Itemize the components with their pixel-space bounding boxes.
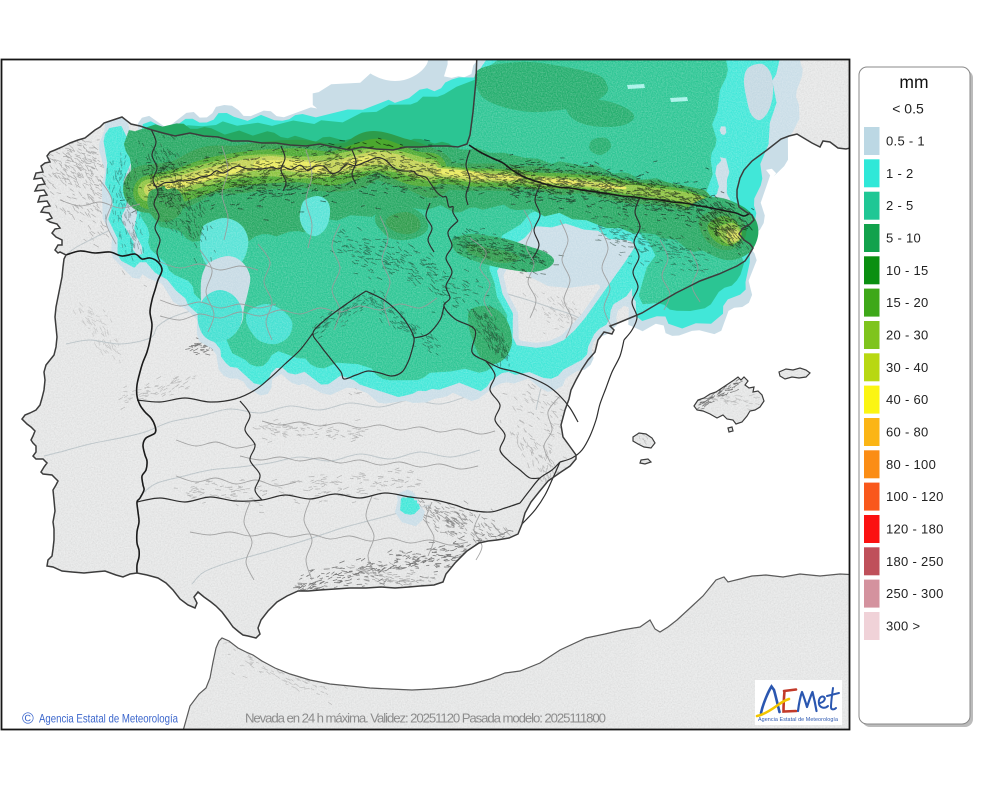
svg-text:©: ©: [22, 711, 34, 728]
svg-text:0.5 - 1: 0.5 - 1: [886, 134, 925, 149]
svg-text:20 - 30: 20 - 30: [886, 328, 929, 343]
svg-text:40 - 60: 40 - 60: [886, 392, 929, 407]
svg-text:1 - 2: 1 - 2: [886, 166, 914, 181]
svg-text:10 - 15: 10 - 15: [886, 263, 929, 278]
svg-text:120 - 180: 120 - 180: [886, 522, 944, 537]
svg-text:Agencia Estatal de Meteorologí: Agencia Estatal de Meteorología: [39, 712, 178, 726]
svg-text:180 - 250: 180 - 250: [886, 554, 944, 569]
svg-text:Nevada en 24 h máxima. Validez: Nevada en 24 h máxima. Validez: 20251120…: [245, 711, 606, 726]
svg-text:< 0.5: < 0.5: [892, 101, 924, 117]
svg-text:300 >: 300 >: [886, 619, 920, 634]
svg-text:60 - 80: 60 - 80: [886, 425, 929, 440]
svg-text:15 - 20: 15 - 20: [886, 295, 929, 310]
svg-text:100 - 120: 100 - 120: [886, 489, 944, 504]
svg-text:5 - 10: 5 - 10: [886, 231, 921, 246]
svg-text:30 - 40: 30 - 40: [886, 360, 929, 375]
svg-text:250 - 300: 250 - 300: [886, 586, 944, 601]
svg-text:mm: mm: [899, 72, 928, 92]
svg-text:80 - 100: 80 - 100: [886, 457, 936, 472]
svg-text:2 - 5: 2 - 5: [886, 198, 914, 213]
svg-text:Agencia Estatal de Meteorologí: Agencia Estatal de Meteorología: [758, 717, 838, 723]
